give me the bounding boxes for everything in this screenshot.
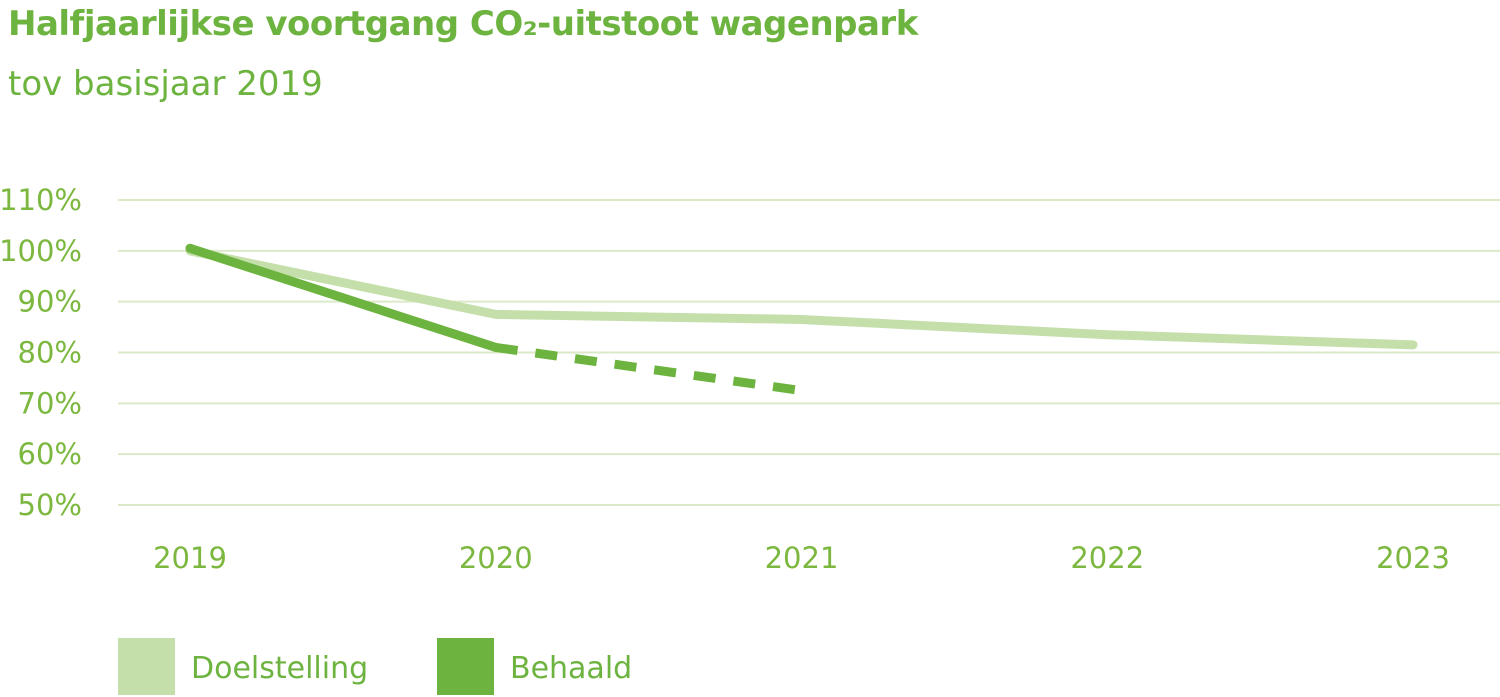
gridlines [118,199,1500,506]
x-tick-label: 2020 [459,541,533,575]
y-tick-label: 100% [0,234,82,268]
series-line-dashed [495,342,803,396]
legend-label: Behaald [510,651,632,686]
y-tick-label: 70% [18,386,82,420]
series-lines [185,243,1418,396]
y-tick-label: 50% [18,488,82,522]
chart-title: Halfjaarlijkse voortgang CO₂-uitstoot wa… [8,4,918,44]
legend-swatch [437,638,494,695]
series-line [185,246,1418,350]
y-tick-label: 60% [18,437,82,471]
y-axis-ticks: 110% 100% 90% 80% 70% 60% 50% [0,183,82,522]
x-tick-label: 2021 [765,541,839,575]
legend-swatch [118,638,175,695]
y-tick-label: 110% [0,183,82,217]
legend: Doelstelling Behaald [118,638,632,695]
legend-label: Doelstelling [191,651,368,686]
chart-subtitle: tov basisjaar 2019 [8,64,323,104]
y-tick-label: 80% [18,336,82,370]
series-line [185,243,501,352]
x-tick-label: 2023 [1376,541,1450,575]
x-tick-label: 2022 [1070,541,1144,575]
x-tick-label: 2019 [153,541,227,575]
y-tick-label: 90% [18,285,82,319]
x-axis-ticks: 2019 2020 2021 2022 2023 [153,541,1450,575]
